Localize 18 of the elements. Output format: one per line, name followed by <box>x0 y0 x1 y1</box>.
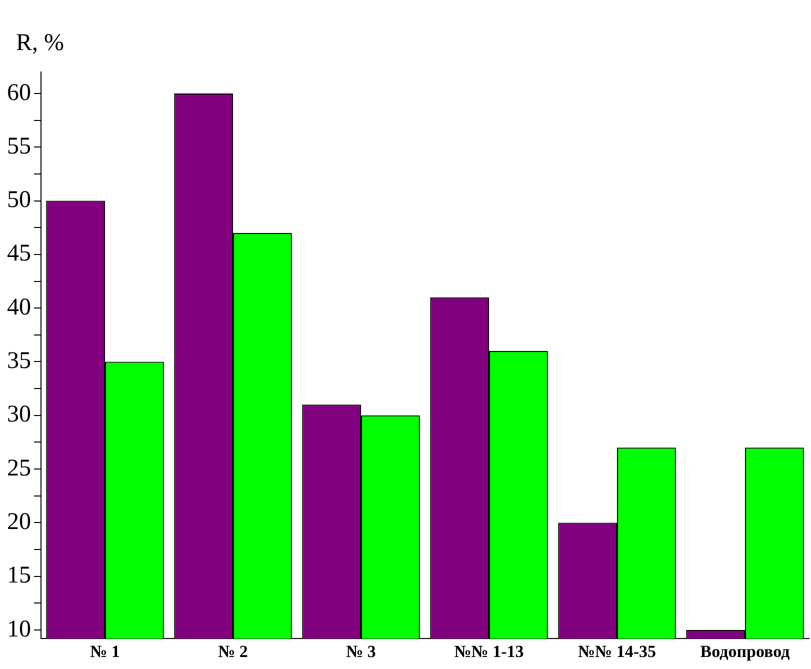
y-tick-label: 10 <box>7 616 31 642</box>
y-tick-label: 35 <box>7 348 31 374</box>
y-tick-label: 30 <box>7 402 31 428</box>
x-tick-label: №№ 1-13 <box>454 642 524 662</box>
y-tick-label: 15 <box>7 562 31 589</box>
x-tick-label: Водопровод <box>700 642 790 662</box>
y-axis-title: R, % <box>16 30 64 56</box>
y-tick-label: 20 <box>7 509 31 535</box>
x-tick-label: № 3 <box>346 642 376 662</box>
y-tick-label: 50 <box>7 187 31 214</box>
x-tick-label: № 1 <box>90 642 120 662</box>
x-tick-label: №№ 14-35 <box>578 642 656 662</box>
y-tick-label: 25 <box>7 455 31 482</box>
y-tick-label: 45 <box>7 240 31 267</box>
y-tick-label: 55 <box>7 133 31 160</box>
y-tick-label: 40 <box>7 294 31 320</box>
x-tick-label: № 2 <box>218 642 248 662</box>
y-tick-label: 60 <box>7 80 31 106</box>
